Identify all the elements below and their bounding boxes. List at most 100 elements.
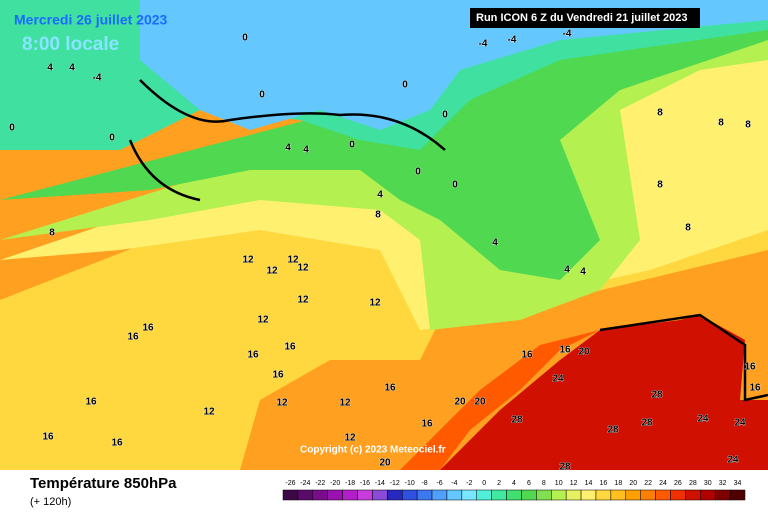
contour-label: 16	[111, 438, 123, 449]
contour-label: -4	[563, 29, 572, 40]
contour-label: 16	[85, 397, 97, 408]
contour-label: 28	[651, 390, 663, 401]
legend-label: -6	[436, 480, 442, 487]
legend-label: -4	[451, 480, 457, 487]
lead: (+ 120h)	[30, 496, 71, 508]
contour-label: 12	[242, 255, 254, 266]
contour-label: -4	[93, 73, 102, 84]
legend-label: -22	[315, 480, 325, 487]
contour-label: 8	[685, 223, 691, 234]
contour-label: 4	[492, 238, 498, 249]
contour-label: 12	[203, 407, 215, 418]
contour-label: 24	[734, 418, 746, 429]
contour-label: 16	[521, 350, 533, 361]
contour-label: 8	[657, 180, 663, 191]
contour-label: 28	[559, 462, 571, 473]
contour-label: 0	[242, 33, 248, 44]
legend-label: -16	[360, 480, 370, 487]
contour-label: 12	[266, 266, 278, 277]
contour-label: 0	[109, 133, 115, 144]
contour-label: 20	[454, 397, 466, 408]
legend-label: 32	[719, 480, 727, 487]
legend-label: 16	[600, 480, 608, 487]
contour-label: 16	[421, 419, 433, 430]
legend-label: 14	[585, 480, 593, 487]
contour-label: 16	[559, 345, 571, 356]
legend-label: -2	[466, 480, 472, 487]
legend-swatch	[655, 489, 671, 501]
contour-label: 12	[276, 398, 288, 409]
legend-label: -10	[405, 480, 415, 487]
zone-0	[140, 0, 768, 130]
contour-label: 8	[657, 108, 663, 119]
legend-label: 6	[527, 480, 531, 487]
contour-label: 8	[375, 210, 381, 221]
run-box	[470, 8, 700, 28]
legend-swatch	[327, 489, 343, 501]
date: Mercredi 26 juillet 2023	[14, 12, 168, 28]
contour-label: 24	[552, 374, 564, 385]
legend-label: 0	[482, 480, 486, 487]
legend-label: 28	[689, 480, 697, 487]
legend-swatch	[714, 489, 731, 501]
legend-swatch	[625, 489, 641, 501]
legend-label: 8	[542, 480, 546, 487]
legend-swatch	[551, 489, 567, 501]
contour-label: 4	[580, 267, 586, 278]
contour-label: 24	[697, 414, 709, 425]
time: 8:00 locale	[22, 34, 119, 55]
legend-swatch	[610, 489, 627, 501]
copyright: Copyright (c) 2023 Meteociel.fr	[300, 445, 446, 456]
contour-label: 12	[297, 263, 309, 274]
contour-label: 16	[384, 383, 396, 394]
contour	[128, 79, 768, 402]
contour-label: 0	[259, 90, 265, 101]
legend-label: 2	[497, 480, 501, 487]
footer-title: Température 850hPa	[30, 475, 177, 492]
contour-label: 0	[415, 167, 421, 178]
legend-label: 24	[659, 480, 667, 487]
contour-label: 12	[339, 398, 351, 409]
contour-label: 28	[641, 418, 653, 429]
contour-label: 4	[47, 63, 53, 74]
contour-label: 12	[344, 433, 356, 444]
legend-label: -14	[375, 480, 385, 487]
legend-label: 22	[644, 480, 652, 487]
legend-swatch	[506, 489, 522, 501]
contour-label: 0	[442, 110, 448, 121]
contour-label: 12	[287, 255, 299, 266]
contour-label: 16	[272, 370, 284, 381]
contour-label: -4	[479, 39, 488, 50]
contour-label: 16	[42, 432, 54, 443]
contour-label: 24	[727, 455, 739, 466]
legend-swatch	[595, 489, 612, 501]
legend-label: 12	[570, 480, 578, 487]
legend-swatch	[401, 489, 418, 501]
legend-swatch	[372, 489, 388, 501]
legend-swatch	[521, 489, 537, 501]
contour-label: -4	[508, 35, 517, 46]
legend-label: -8	[421, 480, 427, 487]
contour-label: 4	[377, 190, 383, 201]
legend-swatch	[685, 489, 701, 501]
contour-label: 12	[257, 315, 269, 326]
contour-label: 4	[564, 265, 570, 276]
legend-swatch	[476, 489, 492, 501]
contour-label: 12	[297, 295, 309, 306]
legend-swatch	[461, 489, 477, 501]
contour-label: 16	[284, 342, 296, 353]
contour-label: 16	[749, 383, 761, 394]
legend-swatch	[446, 489, 463, 501]
contour-label: 8	[49, 228, 55, 239]
legend-label: -26	[285, 480, 295, 487]
contour-label: 20	[578, 347, 590, 358]
contour-label: 0	[9, 123, 15, 134]
legend-swatch	[357, 489, 373, 501]
legend-swatch	[282, 489, 299, 501]
contour-label: 4	[285, 143, 291, 154]
contour-label: 16	[744, 362, 756, 373]
legend-swatch	[297, 489, 314, 501]
legend-label: 4	[512, 480, 516, 487]
